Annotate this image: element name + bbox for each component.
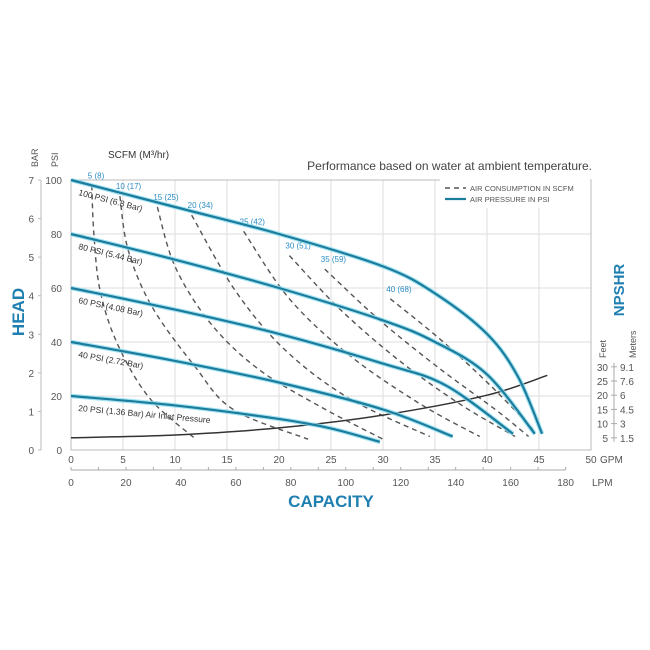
y-tick-label-psi: 60	[51, 284, 63, 295]
y-unit-psi: PSI	[50, 152, 60, 167]
x-tick-label-gpm: 30	[377, 455, 389, 466]
x-tick-label-lpm: 120	[392, 478, 409, 489]
air-consumption-label: 15 (25)	[153, 193, 179, 202]
npshr-tick-label-feet: 15	[597, 405, 609, 416]
plot-border	[70, 179, 592, 451]
x-tick-label-lpm: 0	[68, 478, 74, 489]
x-tick-label-lpm: 160	[502, 478, 519, 489]
npshr-tick-label-feet: 25	[597, 377, 609, 388]
y-tick-label-psi: 0	[56, 446, 62, 457]
air-consumption-label: 30 (51)	[285, 242, 311, 251]
y-unit-bar: BAR	[30, 148, 40, 167]
y-tick-label-psi: 20	[51, 392, 63, 403]
legend-label-air-consumption: AIR CONSUMPTION IN SCFM	[470, 184, 574, 193]
y-tick-label-psi: 80	[51, 230, 63, 241]
air-consumption-line-1	[119, 196, 309, 440]
y-tick-label-bar: 5	[28, 253, 34, 264]
pressure-curve-3	[70, 340, 454, 438]
npshr-tick-label-feet: 10	[597, 420, 609, 431]
air-flow-header: SCFM (M³/hr)	[108, 150, 169, 161]
y-tick-label-bar: 3	[28, 330, 34, 341]
x-tick-label-gpm: 5	[120, 455, 126, 466]
npshr-unit-feet: Feet	[598, 339, 608, 358]
npshr-tick-label-meters: 4.5	[620, 405, 634, 416]
x-tick-label-lpm: 60	[230, 478, 242, 489]
npshr-tick-label-meters: 7.6	[620, 377, 634, 388]
x-tick-label-gpm: 15	[221, 455, 233, 466]
x-tick-label-gpm: 45	[533, 455, 545, 466]
air-consumption-label: 10 (17)	[116, 182, 142, 191]
x-tick-label-lpm: 80	[285, 478, 297, 489]
air-consumption-label: 35 (59)	[321, 255, 347, 264]
x-unit-lpm: LPM	[592, 478, 613, 489]
y-tick-label-bar: 7	[28, 176, 34, 187]
x-tick-label-gpm: 35	[429, 455, 441, 466]
npshr-tick-label-meters: 3	[620, 420, 626, 431]
x-tick-label-gpm: 50	[585, 455, 597, 466]
air-consumption-label: 20 (34)	[188, 201, 214, 210]
air-consumption-label: 25 (42)	[240, 217, 266, 226]
pressure-curve-4	[70, 394, 381, 443]
y-tick-label-bar: 0	[28, 446, 34, 457]
air-consumption-label: 5 (8)	[88, 171, 105, 180]
x-tick-label-gpm: 25	[325, 455, 337, 466]
y-tick-label-bar: 2	[28, 369, 34, 380]
air-consumption-line-5	[288, 255, 516, 438]
y-tick-label-bar: 4	[28, 292, 34, 303]
x-tick-label-lpm: 40	[175, 478, 187, 489]
air-consumption-line-6	[324, 268, 530, 438]
y-axis-title: HEAD	[9, 288, 28, 336]
npshr-tick-label-meters: 9.1	[620, 363, 634, 374]
x-tick-label-gpm: 10	[169, 455, 181, 466]
npshr-tick-label-feet: 30	[597, 363, 609, 374]
pressure-curve-0	[70, 178, 544, 435]
npshr-tick-label-feet: 5	[602, 434, 608, 445]
x-tick-label-lpm: 100	[337, 478, 354, 489]
chart-note: Performance based on water at ambient te…	[307, 159, 592, 173]
npshr-tick-label-meters: 6	[620, 391, 626, 402]
y-tick-label-psi: 100	[45, 176, 62, 187]
y-tick-label-psi: 40	[51, 338, 63, 349]
y-tick-label-bar: 6	[28, 215, 34, 226]
npshr-unit-meters: Meters	[628, 330, 638, 358]
npshr-tick-label-feet: 20	[597, 391, 609, 402]
x-tick-label-gpm: 40	[481, 455, 493, 466]
pressure-curve-1	[70, 232, 536, 435]
x-tick-label-lpm: 180	[557, 478, 574, 489]
x-tick-label-gpm: 20	[273, 455, 285, 466]
legend-label-air-pressure: AIR PRESSURE IN PSI	[470, 195, 550, 204]
x-tick-label-lpm: 20	[120, 478, 132, 489]
air-consumption-line-2	[156, 206, 384, 440]
pressure-curve-2	[70, 286, 514, 435]
air-consumption-line-3	[191, 214, 431, 438]
npshr-tick-label-meters: 1.5	[620, 434, 634, 445]
legend-box	[440, 178, 590, 208]
y-tick-label-bar: 1	[28, 407, 34, 418]
x-tick-label-lpm: 140	[447, 478, 464, 489]
x-unit-gpm: GPM	[600, 455, 623, 466]
pressure-curve-glow-4	[70, 393, 381, 445]
air-consumption-line-7	[389, 298, 536, 432]
x-axis-title: CAPACITY	[288, 492, 374, 511]
npshr-axis-title: NPSHR	[611, 264, 628, 317]
air-consumption-label: 40 (68)	[386, 285, 412, 294]
x-tick-label-gpm: 0	[68, 455, 74, 466]
